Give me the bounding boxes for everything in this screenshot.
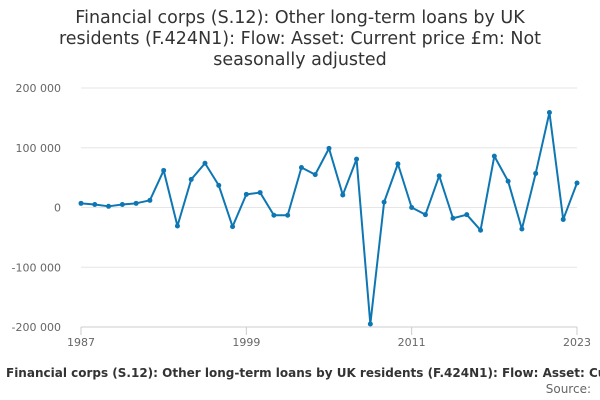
data-point [216, 182, 222, 188]
data-point [92, 202, 98, 208]
series [78, 109, 580, 327]
data-point [106, 203, 112, 209]
data-point [312, 172, 318, 178]
y-tick-label: 0 [54, 202, 61, 215]
data-point [422, 212, 428, 218]
data-point [505, 178, 511, 184]
data-point [354, 156, 360, 162]
data-point [533, 170, 539, 176]
data-point [230, 224, 236, 230]
data-point [243, 191, 249, 197]
axes [80, 326, 578, 335]
data-point [381, 199, 387, 205]
data-point [478, 227, 484, 233]
data-point [491, 153, 497, 159]
data-point [436, 173, 442, 179]
data-point [340, 192, 346, 198]
chart-title: Financial corps (S.12): Other long-term … [58, 8, 542, 70]
source-label: Source: [546, 382, 591, 396]
x-tick-label: 1999 [232, 336, 260, 349]
data-point [78, 200, 84, 206]
series-line [80, 111, 578, 326]
data-point [560, 216, 566, 222]
data-point [367, 321, 373, 327]
data-point [546, 109, 552, 115]
data-point [133, 200, 139, 206]
data-point [298, 164, 304, 170]
data-point [464, 212, 470, 218]
y-tick-label: -100 000 [12, 261, 61, 274]
y-tick-label: 100 000 [16, 142, 62, 155]
data-point [188, 176, 194, 182]
gridlines [81, 87, 577, 268]
x-axis-title: Financial corps (S.12): Other long-term … [6, 366, 600, 380]
data-point [119, 202, 125, 208]
data-point [326, 145, 332, 151]
x-tick-label: 2011 [398, 336, 426, 349]
data-point [519, 226, 525, 232]
y-tick-label: -200 000 [12, 321, 61, 334]
data-point [271, 212, 277, 218]
data-point [285, 212, 291, 218]
data-point [202, 160, 208, 166]
x-tick-label: 1987 [67, 336, 95, 349]
tick-labels: 200 000 100 000 0 -100 000 -200 000 1987 1999 2… [12, 82, 591, 349]
data-point [161, 167, 167, 173]
data-point [574, 180, 580, 186]
data-point [257, 190, 263, 196]
x-tick-label: 2023 [563, 336, 591, 349]
data-point [450, 215, 456, 221]
y-tick-label: 200 000 [16, 82, 62, 95]
data-point [409, 205, 415, 210]
data-point [174, 223, 180, 229]
data-point [395, 161, 401, 167]
data-point [147, 197, 153, 203]
